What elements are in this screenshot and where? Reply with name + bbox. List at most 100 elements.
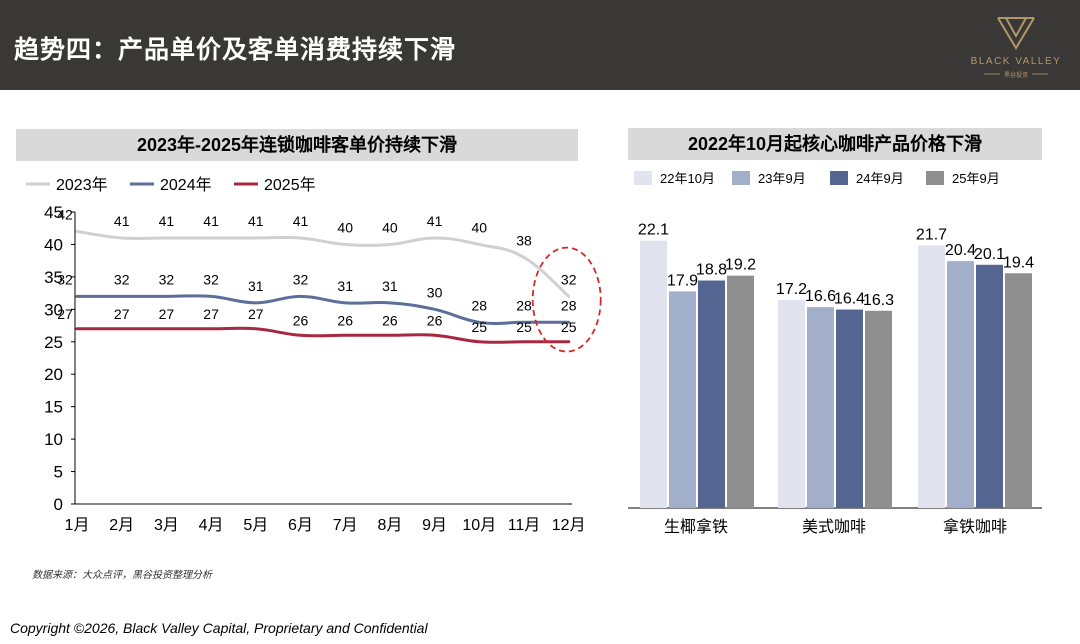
data-label: 17.2 <box>776 281 807 298</box>
data-label: 32 <box>57 271 73 287</box>
data-label: 22.1 <box>638 222 669 239</box>
data-label: 19.4 <box>1003 254 1034 271</box>
bar-23年9月-拿铁咖啡 <box>947 261 974 508</box>
data-label: 16.3 <box>863 292 894 309</box>
data-label: 26 <box>382 312 398 328</box>
data-label: 17.9 <box>667 272 698 289</box>
data-label: 42 <box>57 206 73 222</box>
y-tick-label: 5 <box>54 463 63 482</box>
legend-label: 25年9月 <box>952 171 1000 186</box>
x-tick-label: 美式咖啡 <box>802 518 866 536</box>
y-tick-label: 40 <box>44 235 63 254</box>
data-label: 40 <box>337 219 353 235</box>
data-label: 38 <box>516 232 532 248</box>
y-tick-label: 25 <box>44 333 63 352</box>
x-tick-label: 5月 <box>243 517 268 534</box>
legend-label: 22年10月 <box>660 171 715 186</box>
x-tick-label: 1月 <box>65 517 90 534</box>
data-label: 27 <box>57 306 73 322</box>
data-label: 30 <box>427 284 443 300</box>
data-label: 28 <box>561 297 577 313</box>
x-tick-label: 4月 <box>199 517 224 534</box>
data-label: 28 <box>472 297 488 313</box>
x-tick-label: 6月 <box>288 517 313 534</box>
data-label: 27 <box>114 306 130 322</box>
y-tick-label: 0 <box>54 495 63 514</box>
data-label: 27 <box>203 306 219 322</box>
data-label: 41 <box>293 213 309 229</box>
y-tick-label: 10 <box>44 430 63 449</box>
copyright-footer: Copyright ©2026, Black Valley Capital, P… <box>10 620 428 636</box>
svg-text:黑谷投资: 黑谷投资 <box>1004 71 1028 79</box>
black-valley-logo: BLACK VALLEY 黑谷投资 <box>971 17 1062 79</box>
series-line-2024年 <box>75 294 571 325</box>
data-label: 18.8 <box>696 262 727 279</box>
bar-24年9月-美式咖啡 <box>836 309 863 508</box>
bar-25年9月-拿铁咖啡 <box>1005 273 1032 508</box>
data-label: 41 <box>114 213 130 229</box>
y-tick-label: 45 <box>44 203 63 222</box>
y-tick-label: 30 <box>44 300 63 319</box>
data-label: 31 <box>382 278 398 294</box>
x-tick-label: 11月 <box>508 517 541 534</box>
data-label: 20.1 <box>974 246 1005 263</box>
bar-25年9月-生椰拿铁 <box>727 275 754 508</box>
data-label: 25 <box>561 319 577 335</box>
legend-swatch <box>830 171 848 185</box>
legend-label: 24年9月 <box>856 171 904 186</box>
x-tick-label: 7月 <box>333 517 358 534</box>
data-label: 26 <box>427 312 443 328</box>
data-label: 26 <box>293 312 309 328</box>
svg-text:BLACK VALLEY: BLACK VALLEY <box>971 56 1062 67</box>
data-label: 32 <box>293 271 309 287</box>
data-label: 19.2 <box>725 257 756 274</box>
data-label: 25 <box>516 319 532 335</box>
legend-swatch <box>926 171 944 185</box>
x-tick-label: 生椰拿铁 <box>664 517 728 536</box>
bar-22年10月-美式咖啡 <box>778 299 805 508</box>
line-chart-title: 2023年-2025年连锁咖啡客单价持续下滑 <box>16 129 578 161</box>
y-tick-label: 35 <box>44 268 63 287</box>
source-note: 数据来源：大众点评，黑谷投资整理分析 <box>32 570 212 581</box>
data-label: 40 <box>472 219 488 235</box>
page-title: 趋势四：产品单价及客单消费持续下滑 <box>14 35 457 64</box>
bar-23年9月-生椰拿铁 <box>669 291 696 508</box>
data-label: 32 <box>159 271 175 287</box>
data-label: 32 <box>561 271 577 287</box>
legend-swatch <box>732 171 750 185</box>
y-tick-label: 15 <box>44 398 63 417</box>
data-label: 31 <box>248 278 264 294</box>
x-tick-label: 9月 <box>422 517 447 534</box>
y-tick-label: 20 <box>44 365 63 384</box>
data-label: 28 <box>516 297 532 313</box>
data-label: 26 <box>337 312 353 328</box>
data-label: 41 <box>203 213 219 229</box>
data-label: 25 <box>472 319 488 335</box>
data-label: 27 <box>248 306 264 322</box>
data-label: 16.6 <box>805 288 836 305</box>
x-tick-label: 8月 <box>377 517 402 534</box>
series-line-2025年 <box>75 326 571 344</box>
data-label: 32 <box>203 271 219 287</box>
x-tick-label: 3月 <box>154 517 179 534</box>
data-label: 27 <box>159 306 175 322</box>
bar-22年10月-生椰拿铁 <box>640 240 667 508</box>
series-line-2023年 <box>75 229 571 298</box>
bar-24年9月-生椰拿铁 <box>698 280 725 508</box>
bar-chart-title: 2022年10月起核心咖啡产品价格下滑 <box>628 128 1042 160</box>
bar-25年9月-美式咖啡 <box>865 310 892 508</box>
data-label: 32 <box>114 271 130 287</box>
x-tick-label: 10月 <box>462 517 496 534</box>
bar-23年9月-美式咖啡 <box>807 307 834 508</box>
header-bar: 趋势四：产品单价及客单消费持续下滑 BLACK VALLEY 黑谷投资 <box>0 0 1080 90</box>
bar-22年10月-拿铁咖啡 <box>918 245 945 508</box>
data-label: 41 <box>427 213 443 229</box>
legend-label: 2023年 <box>56 176 108 194</box>
x-tick-label: 2月 <box>109 517 134 534</box>
data-label: 16.4 <box>834 291 865 308</box>
x-tick-label: 12月 <box>552 517 586 534</box>
bar-24年9月-拿铁咖啡 <box>976 264 1003 508</box>
data-label: 41 <box>248 213 264 229</box>
